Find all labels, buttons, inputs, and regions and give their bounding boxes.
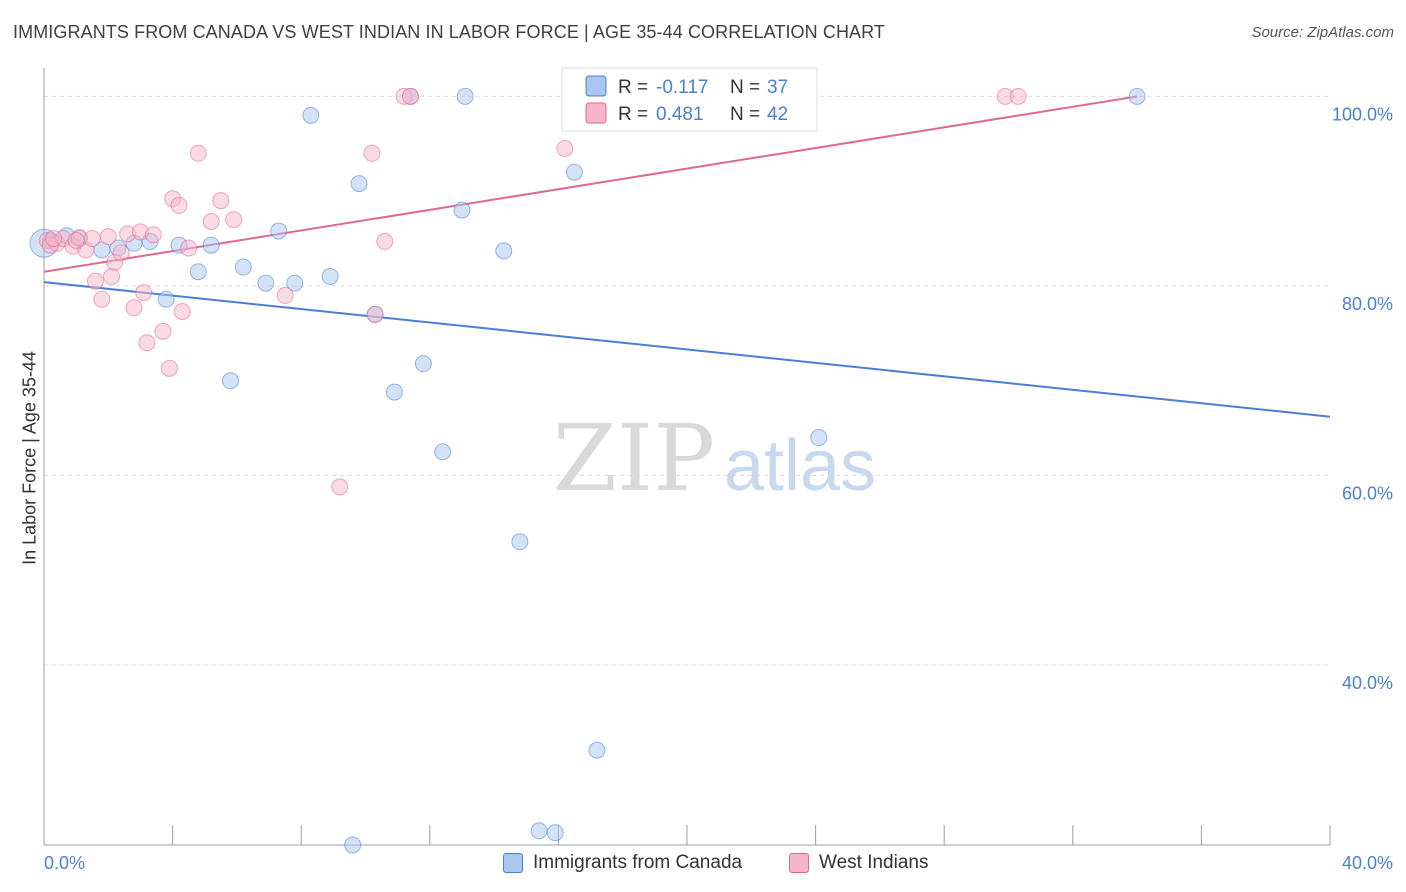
point-canada-35 [1128, 87, 1146, 105]
legend-item-west-indians[interactable]: West Indians [789, 852, 928, 874]
point-west-indians-27 [212, 192, 230, 210]
legend-swatch-canada-bottom [503, 853, 523, 873]
point-west-indians-16 [135, 284, 153, 302]
legend-label-west-indians: West Indians [819, 852, 929, 873]
point-canada-16 [302, 106, 320, 124]
point-west-indians-10 [103, 267, 121, 285]
point-canada-12 [234, 258, 252, 276]
point-west-indians-41 [67, 231, 85, 249]
point-west-indians-38 [1009, 87, 1027, 105]
point-canada-24 [434, 443, 452, 461]
point-west-indians-25 [189, 144, 207, 162]
legend-r-label-canada: R = [618, 77, 648, 98]
point-canada-15 [286, 274, 304, 292]
source-attribution: Source: ZipAtlas.com [1251, 24, 1394, 41]
point-canada-14 [270, 222, 288, 240]
trend-line-0 [43, 281, 1331, 418]
y-tick-labels: 100.0% 80.0% 60.0% 40.0% [1332, 104, 1393, 693]
point-canada-27 [495, 242, 513, 260]
point-canada-26 [453, 201, 471, 219]
point-west-indians-7 [86, 272, 104, 290]
legend-n-label-west-indians: N = [730, 104, 760, 125]
legend-n-value-west-indians: 42 [767, 104, 788, 125]
point-west-indians-26 [202, 213, 220, 231]
point-west-indians-17 [138, 334, 156, 352]
y-tick-label-3: 40.0% [1342, 673, 1393, 693]
point-canada-28 [511, 533, 529, 551]
point-canada-19 [350, 175, 368, 193]
point-canada-17 [321, 267, 339, 285]
legend-swatch-canada [585, 75, 607, 97]
point-canada-11 [221, 372, 239, 390]
legend-swatch-west-indians [585, 102, 607, 124]
point-west-indians-40 [45, 230, 63, 248]
point-canada-7 [157, 290, 175, 308]
trend-lines [43, 95, 1331, 418]
y-tick-label-1: 80.0% [1342, 294, 1393, 314]
point-west-indians-23 [173, 303, 191, 321]
point-canada-25 [456, 87, 474, 105]
legend-r-label-west-indians: R = [618, 104, 648, 125]
point-west-indians-35 [402, 87, 420, 105]
x-tick-label-left: 0.0% [44, 853, 85, 873]
legend-item-canada[interactable]: Immigrants from Canada [503, 852, 742, 874]
point-west-indians-6 [83, 230, 101, 248]
point-west-indians-20 [160, 359, 178, 377]
series-legend: Immigrants from Canada West Indians [0, 852, 1406, 878]
x-axis-ticks [43, 825, 1331, 845]
watermark: ZIP atlas [553, 405, 876, 512]
point-west-indians-9 [99, 228, 117, 246]
legend-n-label-canada: N = [730, 77, 760, 98]
point-canada-9 [189, 263, 207, 281]
point-west-indians-33 [376, 232, 394, 250]
point-west-indians-36 [556, 140, 574, 158]
watermark-atlas: atlas [724, 426, 876, 506]
point-west-indians-31 [363, 144, 381, 162]
legend-swatch-west-indians-bottom [789, 853, 809, 873]
legend-label-canada: Immigrants from Canada [533, 852, 743, 873]
point-canada-13 [257, 274, 275, 292]
point-canada-22 [385, 383, 403, 401]
point-canada-34 [810, 429, 828, 447]
x-tick-label-right: 40.0% [1342, 853, 1393, 873]
stats-legend: R = -0.117 N = 37 R = 0.481 N = 42 [561, 67, 818, 132]
trend-line-1 [43, 95, 1138, 273]
x-tick-labels: 0.0% 40.0% [44, 853, 1393, 873]
point-west-indians-19 [154, 322, 172, 340]
point-west-indians-8 [93, 290, 111, 308]
point-west-indians-32 [366, 305, 384, 323]
point-canada-23 [414, 355, 432, 373]
point-west-indians-12 [112, 244, 130, 262]
point-west-indians-30 [331, 478, 349, 496]
point-west-indians-29 [276, 286, 294, 304]
chart-title: IMMIGRANTS FROM CANADA VS WEST INDIAN IN… [13, 22, 886, 42]
y-tick-label-0: 100.0% [1332, 104, 1393, 124]
point-canada-18 [344, 836, 362, 854]
legend-r-value-west-indians: 0.481 [656, 104, 704, 125]
point-west-indians-18 [144, 226, 162, 244]
point-canada-10 [202, 236, 220, 254]
point-canada-29 [530, 822, 548, 840]
point-west-indians-22 [170, 196, 188, 214]
legend-r-value-canada: -0.117 [656, 77, 708, 98]
y-tick-label-2: 60.0% [1342, 483, 1393, 503]
point-west-indians-28 [225, 211, 243, 229]
point-west-indians-24 [180, 239, 198, 257]
point-canada-31 [565, 163, 583, 181]
point-canada-32 [588, 741, 606, 759]
point-west-indians-14 [125, 299, 143, 317]
legend-n-value-canada: 37 [767, 77, 788, 98]
watermark-zip: ZIP [553, 405, 715, 512]
point-canada-30 [546, 824, 564, 842]
